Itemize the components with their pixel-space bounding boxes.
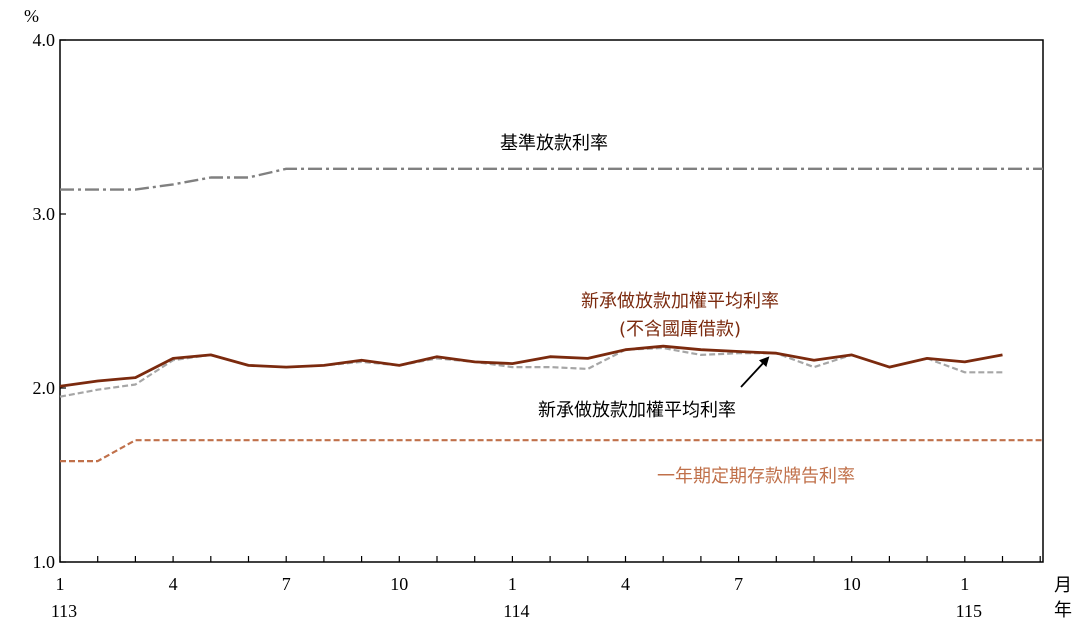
annotation-arrow xyxy=(740,356,770,388)
x-axis-unit-year: 年 xyxy=(1054,600,1072,620)
x-tick-label: 1 xyxy=(960,574,969,594)
series-line-3 xyxy=(60,439,1043,463)
series-layer xyxy=(59,167,1043,463)
y-axis-unit: % xyxy=(24,6,39,26)
y-tick-label: 2.0 xyxy=(33,378,56,398)
y-tick-label: 1.0 xyxy=(33,552,56,572)
x-tick-label: 10 xyxy=(390,574,408,594)
label-weighted-rate: 新承做放款加權平均利率 xyxy=(538,400,736,421)
x-axis-unit-month: 月 xyxy=(1054,575,1072,595)
y-tick-label: 3.0 xyxy=(33,204,56,224)
label-weighted-rate-excl-line1: 新承做放款加權平均利率 xyxy=(581,291,779,312)
x-year-label: 115 xyxy=(956,601,982,621)
x-tick-label: 1 xyxy=(56,574,65,594)
plot-frame xyxy=(59,39,1044,563)
x-year-label: 114 xyxy=(503,601,529,621)
x-tick-label: 10 xyxy=(843,574,861,594)
x-tick-label: 7 xyxy=(282,574,291,594)
x-tick-label: 1 xyxy=(508,574,517,594)
x-year-label: 113 xyxy=(51,601,77,621)
axes-layer xyxy=(59,39,1044,563)
x-tick-label: 4 xyxy=(621,574,630,594)
label-base-rate: 基準放款利率 xyxy=(500,133,608,154)
series-line-0 xyxy=(60,167,1043,191)
x-tick-label: 4 xyxy=(169,574,178,594)
series-line-1 xyxy=(59,344,1003,388)
y-tick-label: 4.0 xyxy=(33,30,56,50)
x-tick-label: 7 xyxy=(734,574,743,594)
label-weighted-rate-excl-line2: (不含國庫借款) xyxy=(619,319,741,340)
tick-layer: 1.0 2.0 3.0 4.0 1 4 7 10 1 4 7 10 1 113 114 115 月年 xyxy=(33,30,1073,621)
label-deposit-rate: 一年期定期存款牌告利率 xyxy=(657,466,855,487)
